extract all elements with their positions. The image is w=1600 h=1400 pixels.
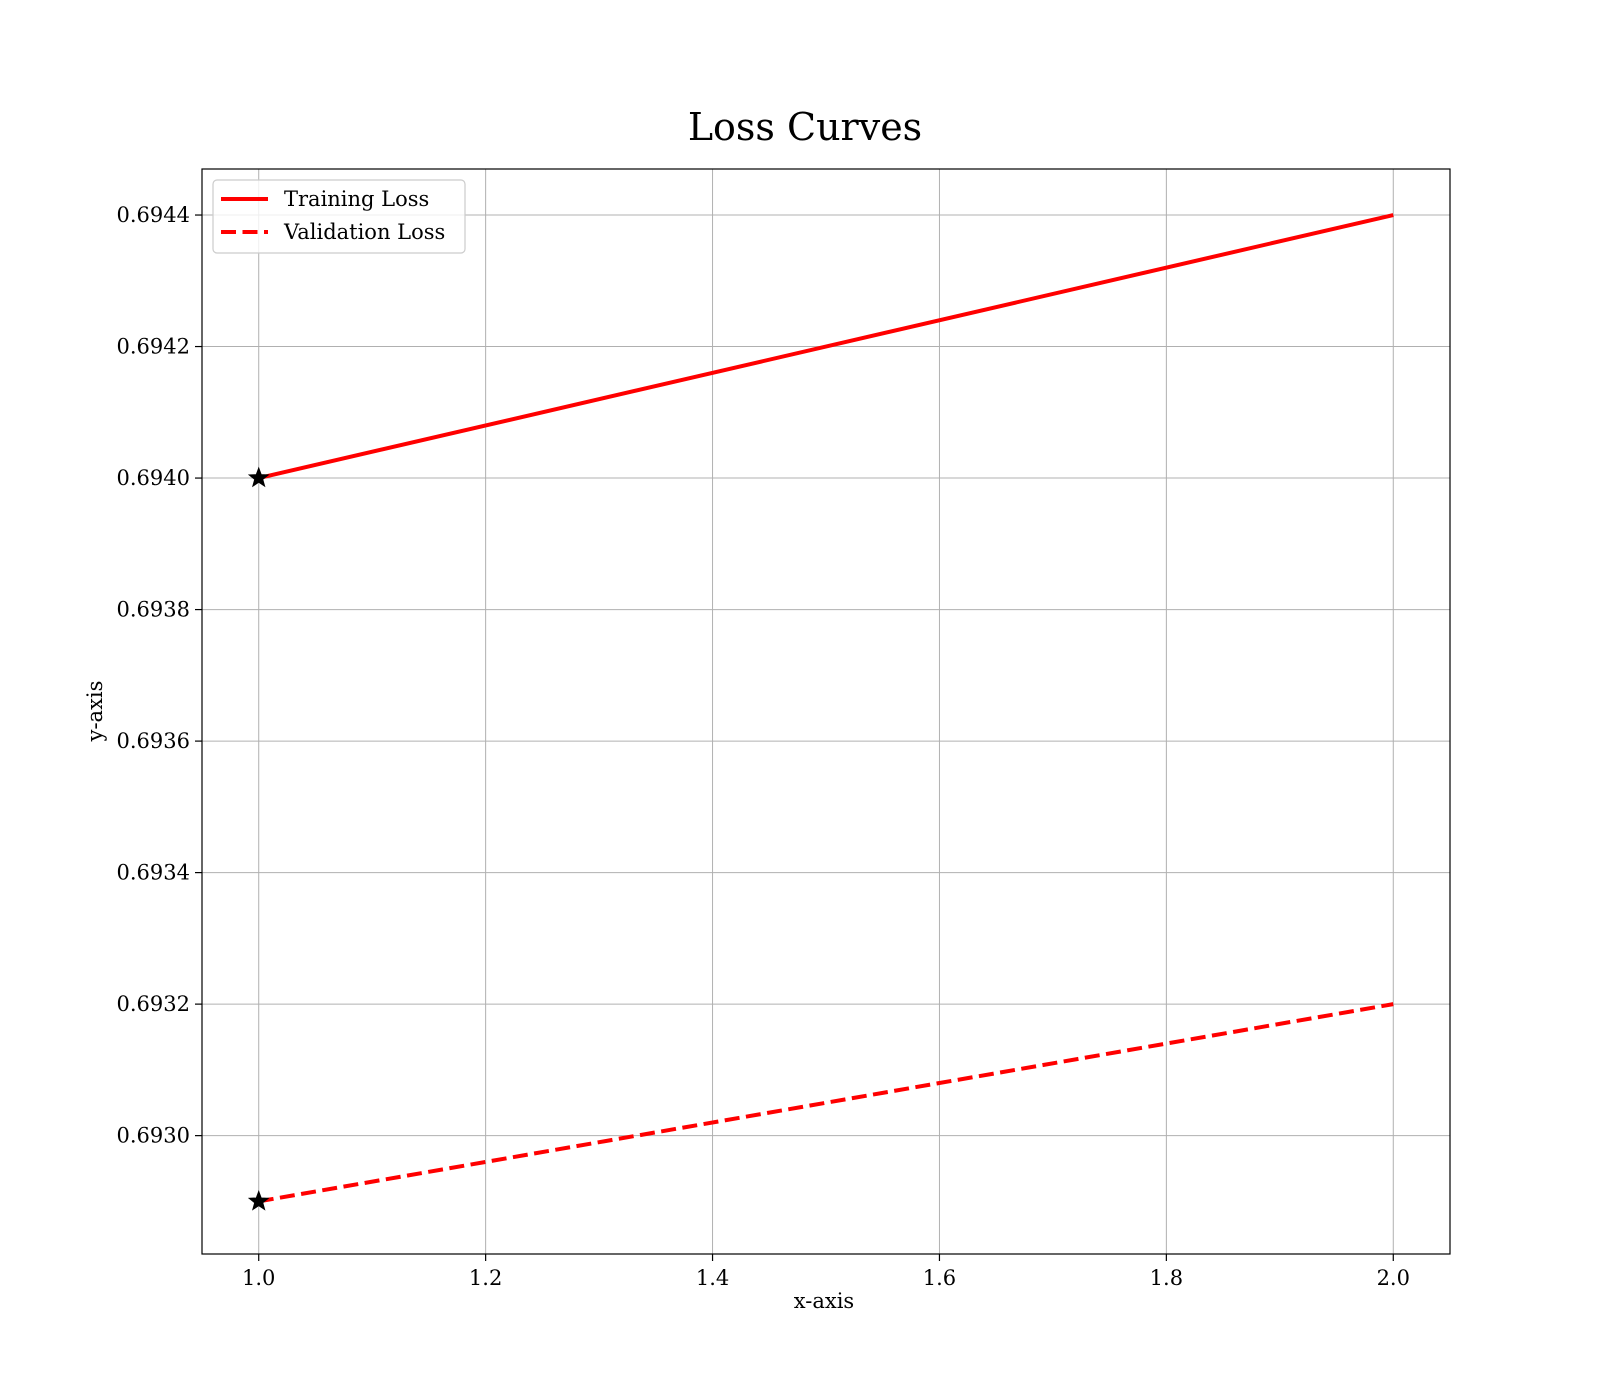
grid-lines [202, 169, 1450, 1254]
y-axis-ticks: 0.6930 0.6932 0.6934 0.6936 0.6938 0.6940 0.69… [117, 203, 202, 1148]
x-tick-label: 1.8 [1150, 1266, 1183, 1290]
legend-label: Validation Loss [283, 220, 445, 244]
y-tick-label: 0.6936 [117, 729, 190, 753]
y-tick-label: 0.6944 [117, 203, 190, 227]
x-axis-ticks: 1.0 1.2 1.4 1.6 1.8 2.0 [242, 1254, 1410, 1290]
y-tick-label: 0.6934 [117, 861, 190, 885]
x-axis-label: x-axis [794, 1289, 854, 1313]
chart-title: Loss Curves [688, 105, 922, 149]
legend-label: Training Loss [284, 187, 429, 211]
y-tick-label: 0.6932 [117, 992, 190, 1016]
y-tick-label: 0.6930 [117, 1124, 190, 1148]
y-tick-label: 0.6938 [117, 598, 190, 622]
series-line-validation-loss [258, 1002, 1394, 1204]
legend-box [212, 179, 466, 254]
series-start-marker-star [247, 466, 270, 488]
series-lines [258, 213, 1394, 1204]
x-tick-label: 1.6 [923, 1266, 956, 1290]
y-tick-label: 0.6942 [117, 335, 190, 359]
plot-area-frame [201, 168, 1451, 1255]
x-tick-label: 1.2 [469, 1266, 502, 1290]
x-tick-label: 1.0 [242, 1266, 275, 1290]
y-axis-label: y-axis [83, 681, 107, 743]
series-start-marker-star [247, 1189, 270, 1211]
series-line-training-loss [258, 213, 1394, 481]
series-markers [247, 466, 270, 1211]
legend: Training Loss Validation Loss [212, 179, 466, 254]
x-tick-label: 1.4 [696, 1266, 729, 1290]
x-tick-label: 2.0 [1377, 1266, 1410, 1290]
y-tick-label: 0.6940 [117, 466, 190, 490]
